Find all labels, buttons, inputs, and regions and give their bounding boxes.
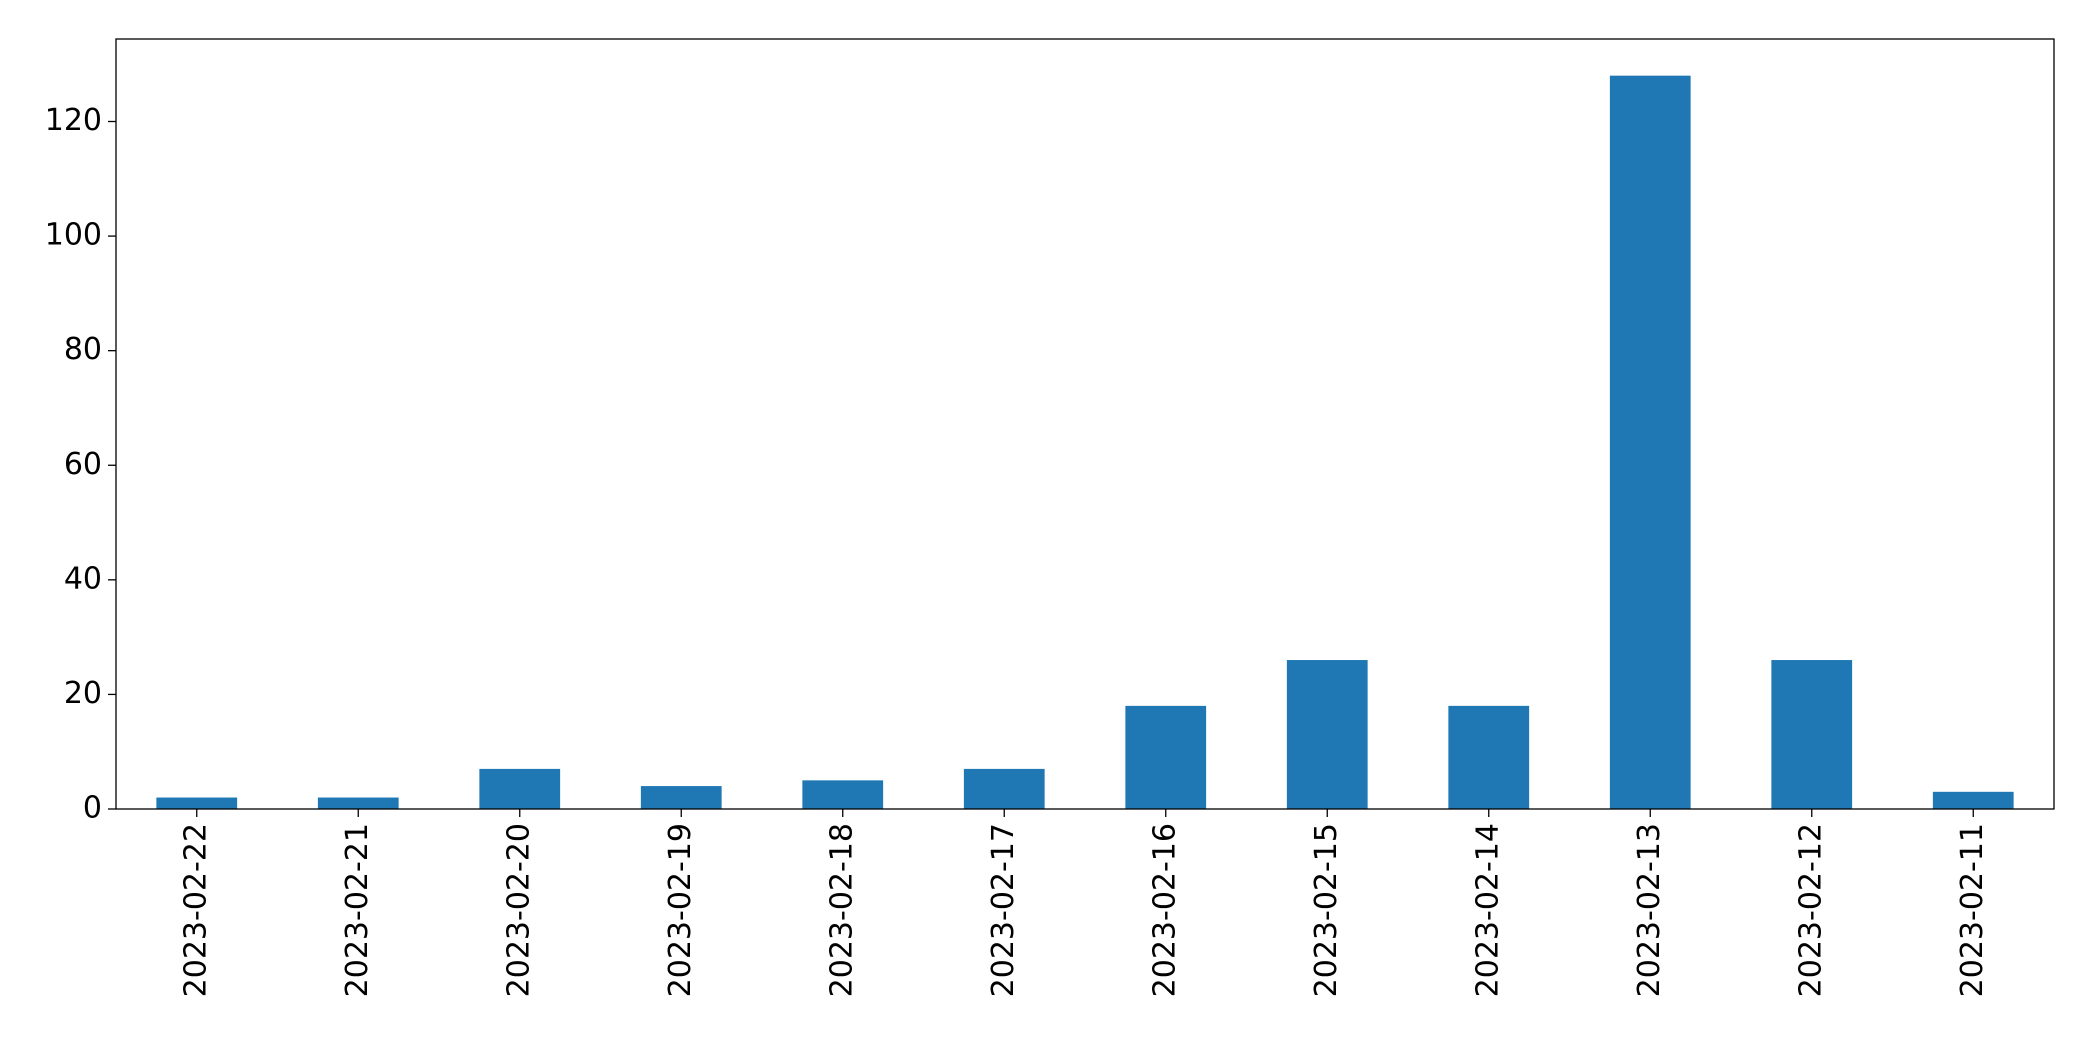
x-tick-label: 2023-02-13 [1632, 823, 1667, 997]
bar [1609, 75, 1691, 809]
y-tick-label: 40 [64, 561, 102, 596]
x-tick-label: 2023-02-21 [340, 823, 375, 997]
bar [963, 768, 1045, 809]
x-tick-label: 2023-02-17 [986, 823, 1021, 997]
bar [802, 780, 884, 809]
bar [1448, 705, 1530, 809]
y-tick-label: 60 [64, 447, 102, 482]
y-tick-label: 80 [64, 332, 102, 367]
bar [640, 786, 722, 809]
bar [1125, 705, 1207, 809]
x-tick-label: 2023-02-22 [178, 823, 213, 997]
y-tick-label: 120 [45, 103, 102, 138]
bar [479, 768, 561, 809]
bar [317, 797, 399, 809]
plot-frame [115, 38, 2055, 810]
y-tick-label: 100 [45, 218, 102, 253]
x-tick-label: 2023-02-16 [1147, 823, 1182, 997]
x-tick-label: 2023-02-15 [1309, 823, 1344, 997]
x-tick-label: 2023-02-14 [1470, 823, 1505, 997]
x-tick-label: 2023-02-19 [663, 823, 698, 997]
x-tick-label: 2023-02-18 [824, 823, 859, 997]
bar [1771, 660, 1853, 809]
x-tick-label: 2023-02-20 [501, 823, 536, 997]
x-tick-label: 2023-02-12 [1793, 823, 1828, 997]
bar [156, 797, 238, 809]
bar [1932, 791, 2014, 809]
y-tick-label: 0 [83, 791, 102, 826]
bar [1286, 660, 1368, 809]
y-tick-label: 20 [64, 676, 102, 711]
x-tick-label: 2023-02-11 [1955, 823, 1990, 997]
